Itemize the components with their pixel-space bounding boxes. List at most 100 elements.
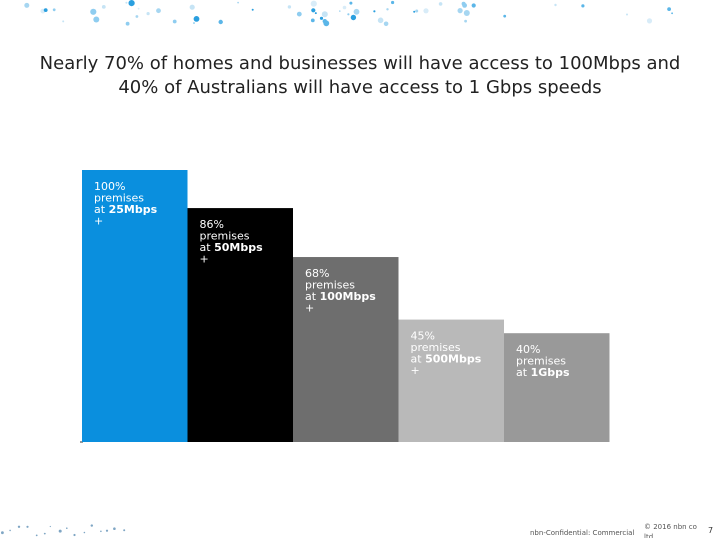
decor-dot (90, 8, 97, 15)
bar-label-speed: 25Mbps (109, 203, 158, 216)
bar-label-prefix: at (94, 203, 109, 216)
bar-label-line: premises (516, 355, 566, 368)
bar (293, 257, 399, 442)
decor-dot (1, 531, 4, 535)
decor-dot (43, 532, 46, 535)
bar-label-prefix: at (411, 353, 426, 366)
decor-dot (90, 524, 94, 527)
bar-label-line: at 1Gbps (516, 366, 570, 379)
decor-dot (237, 1, 240, 4)
decor-dot (347, 13, 350, 16)
decor-dot (415, 9, 419, 13)
decor-dot (321, 11, 328, 18)
decor-dot (52, 8, 56, 12)
bar-label-speed: 500Mbps (425, 353, 482, 366)
decor-dot (671, 12, 673, 15)
bar (398, 319, 504, 442)
decor-dot (310, 18, 315, 23)
decor-dot (125, 1, 128, 4)
decor-dot (62, 20, 65, 23)
decor-dot (503, 14, 507, 18)
bar (82, 170, 188, 442)
bar-label-line: at 500Mbps (411, 353, 482, 366)
bar-label-line: premises (411, 341, 461, 354)
bar-label-line: premises (94, 192, 144, 205)
decor-dot (471, 3, 476, 8)
decor-dot (350, 14, 357, 21)
decor-dot (386, 8, 389, 11)
decor-dot (353, 8, 360, 15)
decor-dot (646, 18, 653, 24)
decor-dot (391, 0, 395, 5)
bar-label-prefix: at (305, 290, 320, 303)
decorative-bottom-dots (1, 524, 126, 537)
decor-dot (626, 13, 628, 16)
decor-dot (146, 12, 150, 16)
bar (187, 208, 293, 442)
bar-value-label: 45% (411, 330, 435, 343)
decor-dot (193, 22, 195, 24)
decorative-dot-pattern (24, 0, 673, 27)
decor-dot (17, 525, 21, 528)
decor-dot (193, 16, 200, 22)
bar (504, 333, 610, 442)
decor-dot (667, 7, 671, 11)
decor-dot (310, 0, 317, 7)
bar-label-line: + (305, 302, 314, 315)
decor-dot (100, 530, 102, 533)
bar-label-line: at 25Mbps (94, 203, 158, 216)
decor-dot (73, 533, 76, 537)
decor-dot (26, 525, 29, 528)
bar-label-line: premises (200, 230, 250, 243)
decor-dot (43, 8, 48, 13)
bar-label-speed: 1Gbps (531, 366, 570, 379)
decor-dot (101, 5, 106, 9)
decor-dot (58, 529, 62, 533)
decor-dot (339, 10, 341, 12)
bar-value-label: 68% (305, 267, 329, 280)
decor-dot (373, 10, 376, 13)
decor-dot (342, 5, 347, 10)
decor-dot (172, 19, 177, 24)
page-number: 7 (708, 526, 714, 535)
decor-dot (9, 529, 11, 532)
bar-label-line: at 100Mbps (305, 290, 376, 303)
decor-dot (137, 7, 140, 10)
bar-value-label: 40% (516, 343, 540, 356)
bar-label-speed: 50Mbps (214, 241, 263, 254)
bar-value-label: 86% (200, 218, 224, 231)
decor-dot (49, 525, 51, 528)
decor-dot (218, 19, 223, 25)
confidentiality-note: nbn-Confidential: Commercial (530, 529, 635, 537)
decor-dot (135, 15, 139, 18)
decor-dot (83, 531, 86, 534)
decor-dot (554, 3, 557, 7)
decor-dot (462, 3, 467, 8)
bar-label-line: + (94, 215, 103, 228)
decor-dot (35, 534, 38, 537)
decor-dot (287, 5, 292, 9)
decor-dot (319, 16, 324, 20)
chart-title: Nearly 70% of homes and businesses will … (39, 53, 681, 98)
decor-dot (438, 2, 443, 6)
decor-dot (251, 8, 254, 11)
decor-dot (128, 0, 135, 7)
decor-dot (423, 8, 429, 14)
bar-label-line: + (411, 364, 420, 377)
copyright-note: © 2016 nbn co ltd (644, 523, 697, 538)
decor-dot (463, 10, 470, 16)
decor-dot (413, 10, 416, 13)
decor-dot (349, 1, 353, 5)
decor-dot (113, 527, 116, 530)
bar-label-line: premises (305, 279, 355, 292)
decor-dot (156, 8, 161, 14)
decor-dot (457, 8, 463, 14)
bar-label-speed: 100Mbps (320, 290, 377, 303)
decor-dot (296, 11, 302, 17)
decor-dot (581, 4, 585, 8)
decor-dot (123, 529, 126, 532)
bar-label-line: at 50Mbps (200, 241, 264, 254)
decor-dot (93, 16, 100, 23)
decor-dot (383, 21, 389, 27)
bar-label-prefix: at (516, 366, 531, 379)
